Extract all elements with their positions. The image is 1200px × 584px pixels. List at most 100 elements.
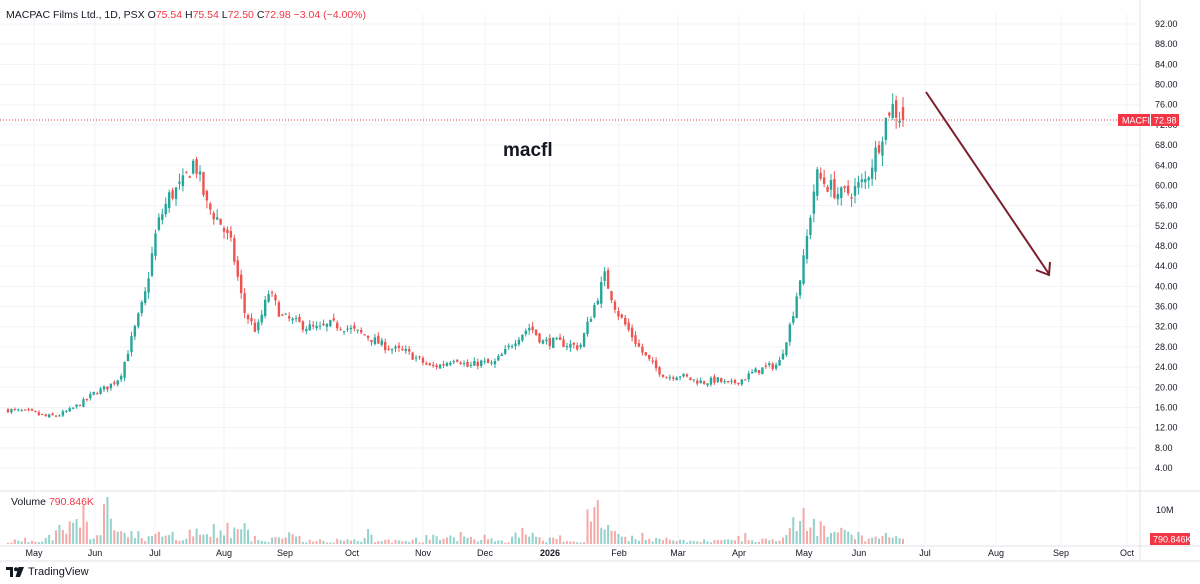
candle-body (349, 327, 353, 330)
candle-body (20, 410, 23, 412)
volume-bar (733, 540, 736, 544)
candle-body (610, 291, 613, 301)
candle-body (545, 339, 548, 342)
price-tick-label: 48.00 (1155, 241, 1178, 251)
candle-body (71, 407, 75, 409)
candle-body (490, 362, 493, 364)
volume-bar (778, 540, 781, 544)
candle-body (44, 414, 47, 417)
candle-body (174, 187, 178, 200)
candle-body (65, 411, 68, 413)
volume-bar (881, 536, 884, 544)
volume-bar (37, 542, 40, 544)
volume-bar (747, 540, 750, 544)
candle-body (510, 346, 514, 348)
candle-body (202, 172, 205, 195)
volume-bar (685, 542, 688, 544)
candle-body (668, 377, 672, 379)
volume-bar (476, 541, 479, 544)
candle-body (373, 337, 377, 345)
volume-bar (644, 540, 647, 544)
candle-body (89, 394, 92, 399)
volume-bar (411, 539, 414, 544)
volume-bar (401, 541, 404, 544)
volume-bar (34, 541, 37, 544)
candle-body (692, 379, 696, 381)
candle-body (384, 341, 387, 351)
volume-bar (301, 541, 304, 544)
volume-bar (106, 497, 109, 544)
volume-bar (679, 539, 682, 544)
candle-body (140, 301, 143, 314)
volume-bar (456, 541, 459, 544)
candle-body (270, 292, 274, 294)
candle-body (877, 145, 881, 153)
candle-body (867, 177, 870, 181)
volume-bar (442, 538, 445, 544)
candle-body (205, 190, 209, 201)
volume-bar (627, 541, 630, 544)
volume-bar (548, 537, 551, 544)
volume-bar (754, 542, 757, 544)
candle-body (209, 203, 212, 210)
volume-bar (144, 541, 147, 544)
tradingview-logo[interactable]: TradingView (6, 566, 89, 578)
candle-body (795, 296, 798, 318)
candle-body (620, 314, 624, 318)
candle-body (836, 193, 840, 200)
volume-bar (425, 535, 428, 544)
close-label: C (256, 9, 265, 21)
candle-body (531, 326, 534, 331)
volume-bar (85, 521, 88, 544)
candle-body (277, 302, 281, 317)
volume-bar (709, 542, 712, 544)
volume-bar (607, 524, 610, 544)
volume-bar (363, 537, 366, 544)
symbol-header: MACPAC Films Ltd., 1D, PSX O75.54 H75.54… (6, 9, 366, 21)
volume-bar (123, 532, 126, 544)
volume-bar (308, 539, 311, 544)
candle-body (469, 364, 473, 366)
candle-body (805, 235, 809, 259)
volume-bar (247, 529, 250, 544)
volume-bar (744, 532, 747, 544)
volume-bar (233, 527, 236, 544)
close-value: 72.98 (264, 9, 291, 21)
volume-bar (312, 541, 315, 544)
candle-body (363, 334, 366, 336)
candle-body (764, 365, 768, 367)
volume-bar (435, 536, 438, 544)
volume-bar (829, 533, 832, 544)
volume-bar (384, 539, 387, 544)
price-tick-label: 16.00 (1155, 402, 1178, 412)
volume-bar (295, 536, 298, 544)
volume-bar (569, 541, 572, 544)
candle-body (421, 357, 425, 363)
candle-body (507, 345, 510, 348)
volume-legend: Volume 790.846K (11, 496, 94, 508)
candle-body (480, 360, 483, 366)
volume-bar (315, 541, 318, 544)
high-label: H (184, 9, 193, 21)
time-tick-label: Aug (988, 548, 1004, 558)
volume-bar (809, 527, 812, 544)
candle-body (819, 172, 822, 179)
time-tick-label: Jun (852, 548, 867, 558)
candle-body (58, 415, 61, 417)
volume-bar (415, 537, 418, 544)
candle-body (558, 337, 562, 340)
volume-bar (874, 536, 877, 544)
volume-bar (99, 535, 102, 544)
candle-body (130, 336, 133, 353)
candle-body (672, 377, 675, 379)
volume-bar (48, 534, 51, 544)
candle-body (606, 270, 610, 289)
candle-body (658, 367, 661, 375)
volume-bar (216, 537, 219, 544)
candle-body (781, 353, 785, 360)
candle-body (161, 214, 164, 221)
volume-bar (89, 539, 92, 544)
candle-body (452, 361, 455, 363)
volume-bar (82, 504, 85, 544)
